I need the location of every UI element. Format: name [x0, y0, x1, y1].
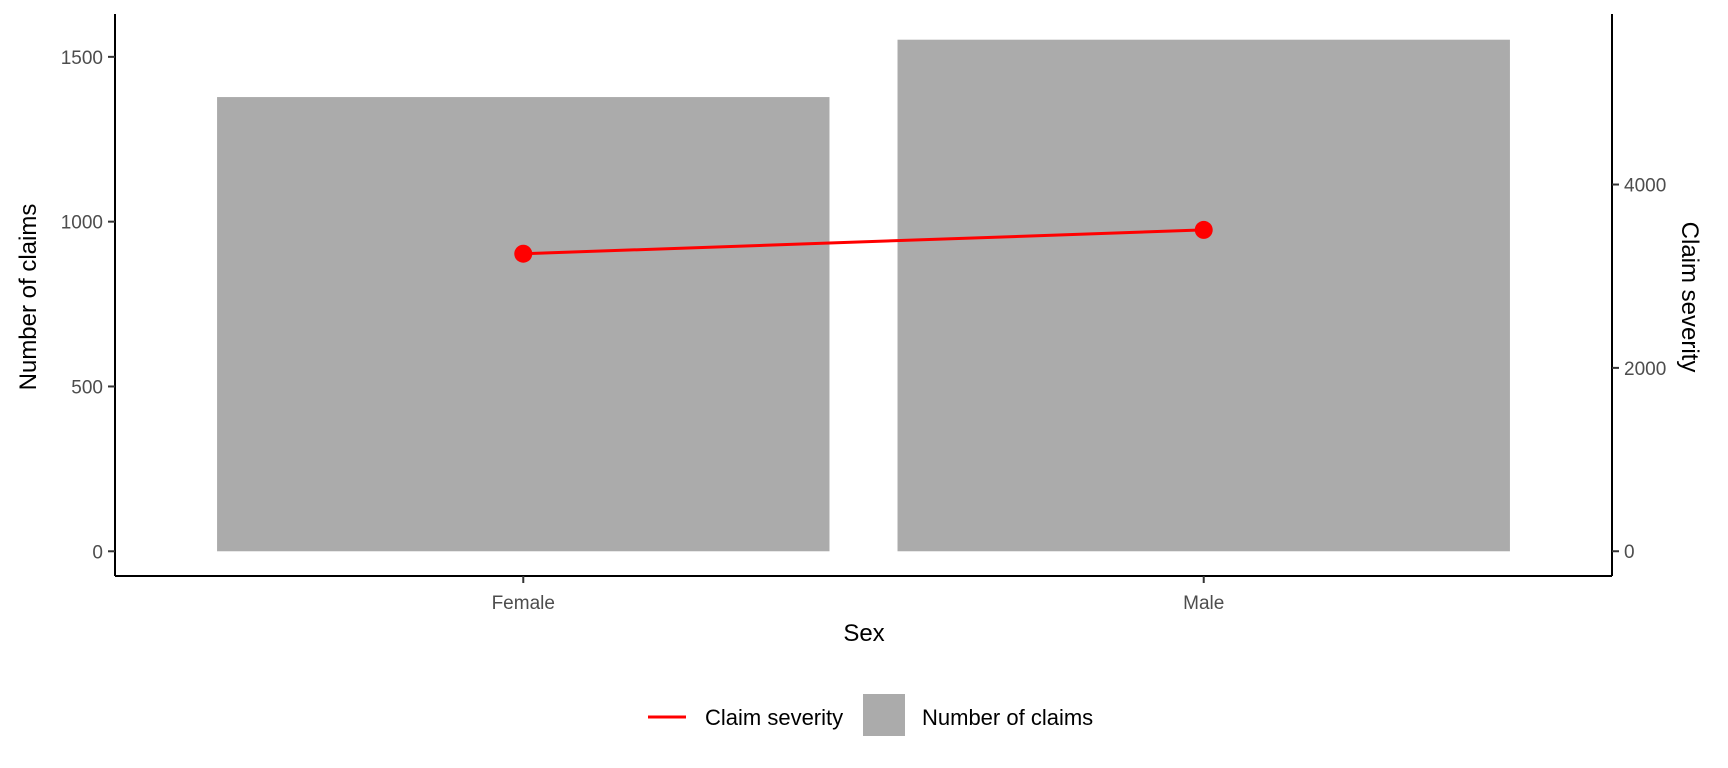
axes: 0 500 1000 1500 0 2000 4000 Female Male: [61, 14, 1666, 614]
y-left-tick-label: 1000: [61, 213, 103, 234]
x-axis-title: Sex: [843, 620, 884, 647]
y-left-tick-label: 500: [71, 377, 103, 398]
legend-severity-label: Claim severity: [705, 705, 843, 730]
legend-claims-label: Number of claims: [922, 705, 1093, 730]
legend: Claim severity Number of claims: [648, 694, 1093, 736]
x-tick-label: Female: [492, 593, 555, 614]
severity-point-male: [1194, 220, 1213, 239]
severity-point-female: [514, 244, 533, 263]
legend-claims-key: [863, 694, 905, 736]
y-right-tick-label: 4000: [1624, 176, 1666, 197]
severity-line: [523, 228, 1204, 256]
y-left-tick-label: 1500: [61, 48, 103, 69]
y-left-tick-label: 0: [92, 542, 103, 563]
y-axis-left-title: Number of claims: [15, 204, 42, 391]
bar-male: [897, 39, 1510, 552]
y-right-tick-label: 2000: [1624, 359, 1666, 380]
y-axis-right-title: Claim severity: [1676, 222, 1703, 373]
y-right-tick-label: 0: [1624, 542, 1635, 563]
x-tick-label: Male: [1183, 593, 1224, 614]
bars: [217, 39, 1510, 552]
severity-line-series: [514, 220, 1213, 263]
bar-female: [217, 97, 830, 552]
